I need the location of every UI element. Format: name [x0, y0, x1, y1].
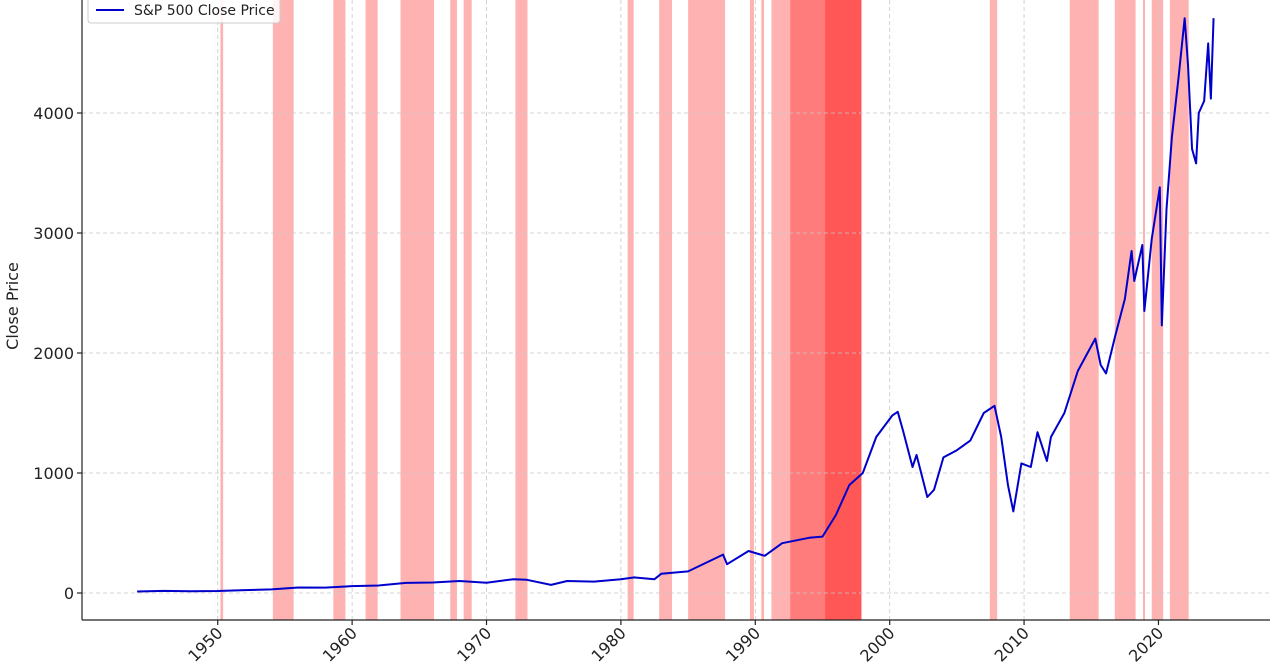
highlight-span	[627, 0, 634, 620]
y-tick-label: 3000	[33, 224, 74, 243]
legend-label: S&P 500 Close Price	[134, 3, 275, 19]
x-tick-label: 1960	[319, 623, 361, 665]
highlight-span	[688, 0, 726, 620]
highlight-span	[515, 0, 528, 620]
highlight-span	[1114, 0, 1136, 620]
highlight-span	[450, 0, 457, 620]
y-tick-label: 0	[64, 584, 74, 603]
y-tick-label: 4000	[33, 104, 74, 123]
legend: S&P 500 Close Price	[87, 0, 281, 24]
x-tick-label: 2020	[1125, 623, 1167, 665]
x-tick-label: 1950	[184, 623, 226, 665]
highlight-span	[771, 0, 862, 620]
highlight-span	[749, 0, 754, 620]
highlight-span	[333, 0, 346, 620]
highlight-span	[1169, 0, 1189, 620]
highlight-span	[220, 0, 224, 620]
highlight-span	[659, 0, 672, 620]
highlight-span	[825, 0, 862, 620]
x-tick-label: 1990	[722, 623, 764, 665]
highlight-span	[989, 0, 998, 620]
y-tick-label: 1000	[33, 464, 74, 483]
highlight-span	[790, 0, 862, 620]
x-tick-label: 2010	[991, 623, 1033, 665]
highlight-span	[1151, 0, 1164, 620]
price-line	[137, 17, 1215, 593]
highlight-span	[463, 0, 472, 620]
highlight-span	[761, 0, 765, 620]
y-tick-label: 5000	[33, 0, 74, 3]
highlight-span	[1069, 0, 1099, 620]
y-tick-label: 2000	[33, 344, 74, 363]
x-tick-label: 1980	[588, 623, 630, 665]
x-tick-label: 1970	[453, 623, 495, 665]
x-tick-label: 2000	[856, 623, 898, 665]
highlight-span	[400, 0, 435, 620]
y-axis-label: Close Price	[3, 262, 22, 350]
legend-box	[87, 0, 281, 24]
highlight-span	[365, 0, 378, 620]
highlight-span	[272, 0, 294, 620]
